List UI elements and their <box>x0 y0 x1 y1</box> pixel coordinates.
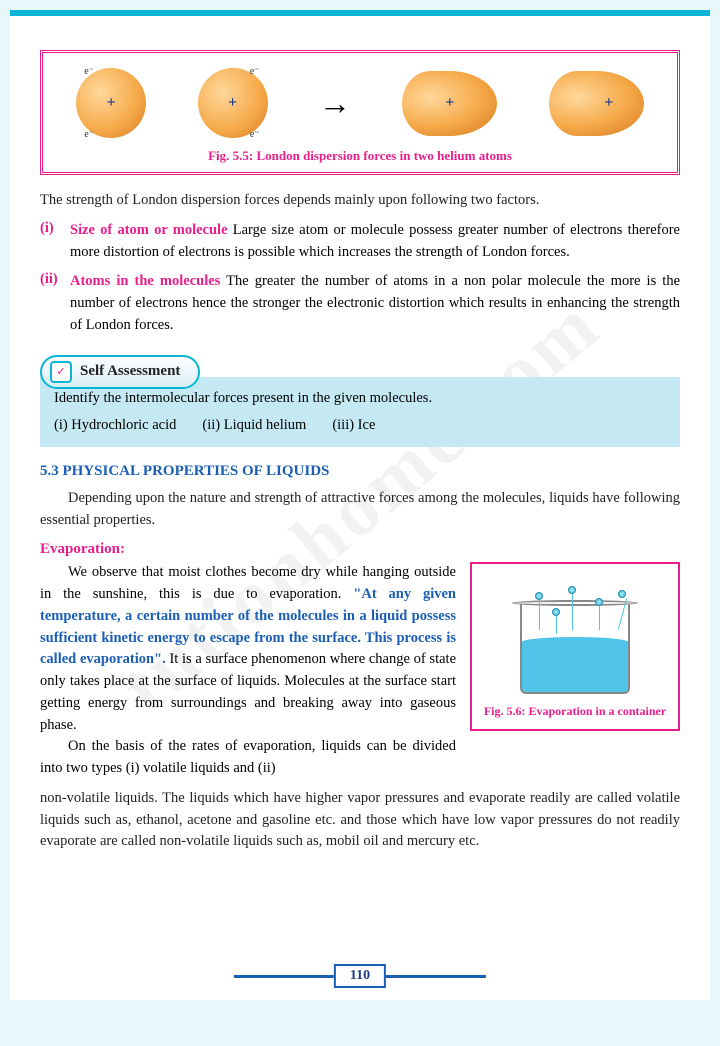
option-1: (i) Hydrochloric acid <box>54 414 176 437</box>
evaporation-text: We observe that moist clothes become dry… <box>40 562 456 780</box>
figure-5-6: Fig. 5.6: Evaporation in a container <box>470 562 680 731</box>
nucleus-plus: + <box>604 94 613 112</box>
nucleus-plus: + <box>107 94 116 112</box>
intro-paragraph: The strength of London dispersion forces… <box>40 190 680 212</box>
textbook-page: tutionhome.com + e⁻ e⁻ + e⁻ e⁻ <box>10 10 710 1000</box>
helium-atom-1: + e⁻ e⁻ <box>76 68 146 138</box>
option-3: (iii) Ice <box>332 414 375 437</box>
atoms-diagram: + e⁻ e⁻ + e⁻ e⁻ → + + <box>53 68 667 138</box>
polarized-atom-1: + <box>402 71 497 136</box>
page-number-bar: 110 <box>234 964 486 988</box>
arrow-right-icon: → <box>319 85 351 122</box>
evap-para2-partial: On the basis of the rates of evaporation… <box>40 738 456 776</box>
factor-title: Atoms in the molecules <box>70 273 220 289</box>
electron-label: e⁻ <box>84 66 94 77</box>
section-heading-5-3: 5.3 PHYSICAL PROPERTIES OF LIQUIDS <box>40 463 680 480</box>
figure-5-5: + e⁻ e⁻ + e⁻ e⁻ → + + <box>40 50 680 175</box>
list-content: Size of atom or molecule Large size atom… <box>70 220 680 264</box>
checklist-icon: ✓ <box>50 361 72 383</box>
nucleus-plus: + <box>228 94 237 112</box>
beaker-diagram <box>500 584 650 694</box>
self-assessment-title: Self Assessment <box>80 363 180 380</box>
self-assessment-block: ✓ Self Assessment Identify the intermole… <box>40 355 680 447</box>
polarized-atom-2: + <box>549 71 644 136</box>
page-line-right <box>386 975 486 978</box>
top-accent-bar <box>10 10 710 16</box>
factor-item-1: (i) Size of atom or molecule Large size … <box>40 220 680 264</box>
list-marker: (ii) <box>40 271 62 336</box>
molecule-trail <box>572 594 573 630</box>
molecule-trail <box>599 606 600 630</box>
factor-title: Size of atom or molecule <box>70 222 228 238</box>
helium-atom-2: + e⁻ e⁻ <box>198 68 268 138</box>
factor-item-2: (ii) Atoms in the molecules The greater … <box>40 271 680 336</box>
electron-label: e⁻ <box>250 129 260 140</box>
section-intro: Depending upon the nature and strength o… <box>40 488 680 532</box>
molecule-trail <box>539 600 540 630</box>
electron-label: e⁻ <box>250 66 260 77</box>
evap-para2-continued: non-volatile liquids. The liquids which … <box>40 788 680 853</box>
beaker-liquid <box>522 642 628 692</box>
list-marker: (i) <box>40 220 62 264</box>
molecule-icon <box>568 586 576 594</box>
electron-label: e⁻ <box>84 129 94 140</box>
content: + e⁻ e⁻ + e⁻ e⁻ → + + <box>40 50 680 853</box>
figure-caption: Fig. 5.5: London dispersion forces in tw… <box>53 148 667 164</box>
evaporation-heading: Evaporation: <box>40 541 680 558</box>
self-assessment-tab: ✓ Self Assessment <box>40 355 200 389</box>
molecule-trail <box>556 616 557 634</box>
nucleus-plus: + <box>445 94 454 112</box>
figure-caption: Fig. 5.6: Evaporation in a container <box>482 704 668 719</box>
molecule-icon <box>618 590 626 598</box>
page-line-left <box>234 975 334 978</box>
evaporation-section: We observe that moist clothes become dry… <box>40 562 680 780</box>
assessment-question: Identify the intermolecular forces prese… <box>54 387 666 410</box>
list-content: Atoms in the molecules The greater the n… <box>70 271 680 336</box>
assessment-options: (i) Hydrochloric acid (ii) Liquid helium… <box>54 414 666 437</box>
option-2: (ii) Liquid helium <box>202 414 306 437</box>
page-number: 110 <box>334 964 386 988</box>
molecule-icon <box>535 592 543 600</box>
